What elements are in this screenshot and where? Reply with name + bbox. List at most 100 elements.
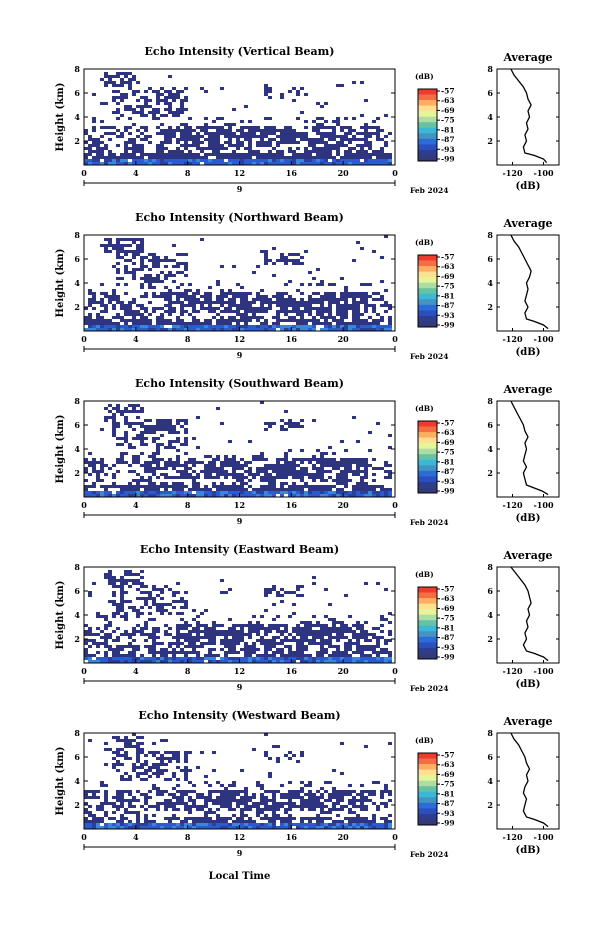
colorbar-swatch <box>418 321 437 328</box>
heatmap-cell <box>112 630 116 633</box>
heatmap-cell <box>256 292 260 295</box>
heatmap-cell <box>340 799 344 802</box>
heatmap-cell <box>132 93 136 96</box>
heatmap-cell <box>184 494 188 497</box>
heatmap-cell <box>368 162 372 165</box>
heatmap-cell <box>348 132 352 135</box>
heatmap-cell <box>308 802 312 805</box>
heatmap-cell <box>324 823 328 826</box>
heatmap-cell <box>168 132 172 135</box>
colorbar-swatch <box>418 465 437 472</box>
heatmap-cell <box>188 799 192 802</box>
heatmap-cell <box>316 132 320 135</box>
heatmap-cell <box>224 129 228 132</box>
heatmap-cell <box>164 802 168 805</box>
heatmap-cell <box>136 826 140 829</box>
heatmap-cell <box>108 600 112 603</box>
heatmap-cell <box>248 319 252 322</box>
heatmap-cell <box>184 87 188 90</box>
heatmap-cell <box>164 585 168 588</box>
x-tick-label: 0 <box>392 334 398 344</box>
heatmap-cell <box>260 479 264 482</box>
heatmap-cell <box>168 757 172 760</box>
heatmap-cell <box>172 440 176 443</box>
heatmap-cell <box>116 72 120 75</box>
heatmap-cell <box>360 636 364 639</box>
heatmap-cell <box>196 651 200 654</box>
heatmap-cell <box>140 105 144 108</box>
heatmap-cell <box>236 488 240 491</box>
heatmap-cell <box>140 576 144 579</box>
heatmap-cell <box>148 482 152 485</box>
heatmap-cell <box>104 304 108 307</box>
heatmap-cell <box>136 144 140 147</box>
heatmap-cell <box>144 814 148 817</box>
heatmap-cell <box>292 476 296 479</box>
heatmap-cell <box>144 597 148 600</box>
heatmap-cell <box>340 772 344 775</box>
heatmap-cell <box>388 793 392 796</box>
heatmap-cell <box>104 790 108 793</box>
heatmap-cell <box>132 111 136 114</box>
heatmap-cell <box>256 470 260 473</box>
x-tick-label: 4 <box>133 666 139 676</box>
heatmap-cell <box>284 470 288 473</box>
heatmap-cell <box>108 159 112 162</box>
heatmap-cell <box>280 817 284 820</box>
heatmap-cell <box>192 298 196 301</box>
heatmap-cell <box>372 250 376 253</box>
heatmap-cell <box>148 820 152 823</box>
colorbar-frame <box>417 586 438 660</box>
heatmap-cell <box>352 796 356 799</box>
heatmap-cell <box>172 307 176 310</box>
heatmap-cell <box>136 111 140 114</box>
heatmap-cell <box>144 627 148 630</box>
colorbar-tick-label: -99 <box>441 487 455 496</box>
profile-y-tick-label: 4 <box>487 444 493 454</box>
heatmap-cell <box>180 271 184 274</box>
x-tick-label: 4 <box>133 168 139 178</box>
heatmap-cell <box>364 283 368 286</box>
heatmap-cell <box>276 301 280 304</box>
heatmap-cell <box>140 778 144 781</box>
heatmap-cell <box>244 793 248 796</box>
heatmap-cell <box>360 627 364 630</box>
heatmap-cell <box>320 476 324 479</box>
profile-x-tick-label: -120 <box>502 500 522 510</box>
heatmap-cell <box>140 627 144 630</box>
heatmap-cell <box>276 627 280 630</box>
heatmap-cell <box>388 434 392 437</box>
heatmap-cell <box>296 790 300 793</box>
heatmap-cell <box>172 274 176 277</box>
heatmap-cell <box>100 120 104 123</box>
heatmap-cell <box>192 295 196 298</box>
heatmap-cell <box>264 660 268 663</box>
heatmap-cell <box>316 138 320 141</box>
profile-x-label: (dB) <box>516 347 541 358</box>
heatmap-cell <box>144 491 148 494</box>
heatmap-cell <box>156 826 160 829</box>
heatmap-cell <box>172 482 176 485</box>
heatmap-cell <box>324 657 328 660</box>
heatmap-cell <box>264 464 268 467</box>
heatmap-cell <box>292 603 296 606</box>
heatmap-cell <box>336 135 340 138</box>
heatmap-cell <box>96 325 100 328</box>
heatmap-cell <box>172 817 176 820</box>
heatmap-cell <box>112 600 116 603</box>
heatmap-cell <box>124 108 128 111</box>
heatmap-cell <box>280 624 284 627</box>
heatmap-cell <box>180 325 184 328</box>
heatmap-cell <box>168 295 172 298</box>
heatmap-cell <box>268 87 272 90</box>
heatmap-cell <box>136 811 140 814</box>
heatmap-cell <box>296 627 300 630</box>
heatmap-cell <box>140 485 144 488</box>
heatmap-cell <box>260 799 264 802</box>
heatmap-cell <box>344 624 348 627</box>
heatmap-cell <box>376 657 380 660</box>
heatmap-cell <box>156 790 160 793</box>
heatmap-cell <box>196 153 200 156</box>
heatmap-cell <box>232 464 236 467</box>
heatmap-cell <box>352 295 356 298</box>
